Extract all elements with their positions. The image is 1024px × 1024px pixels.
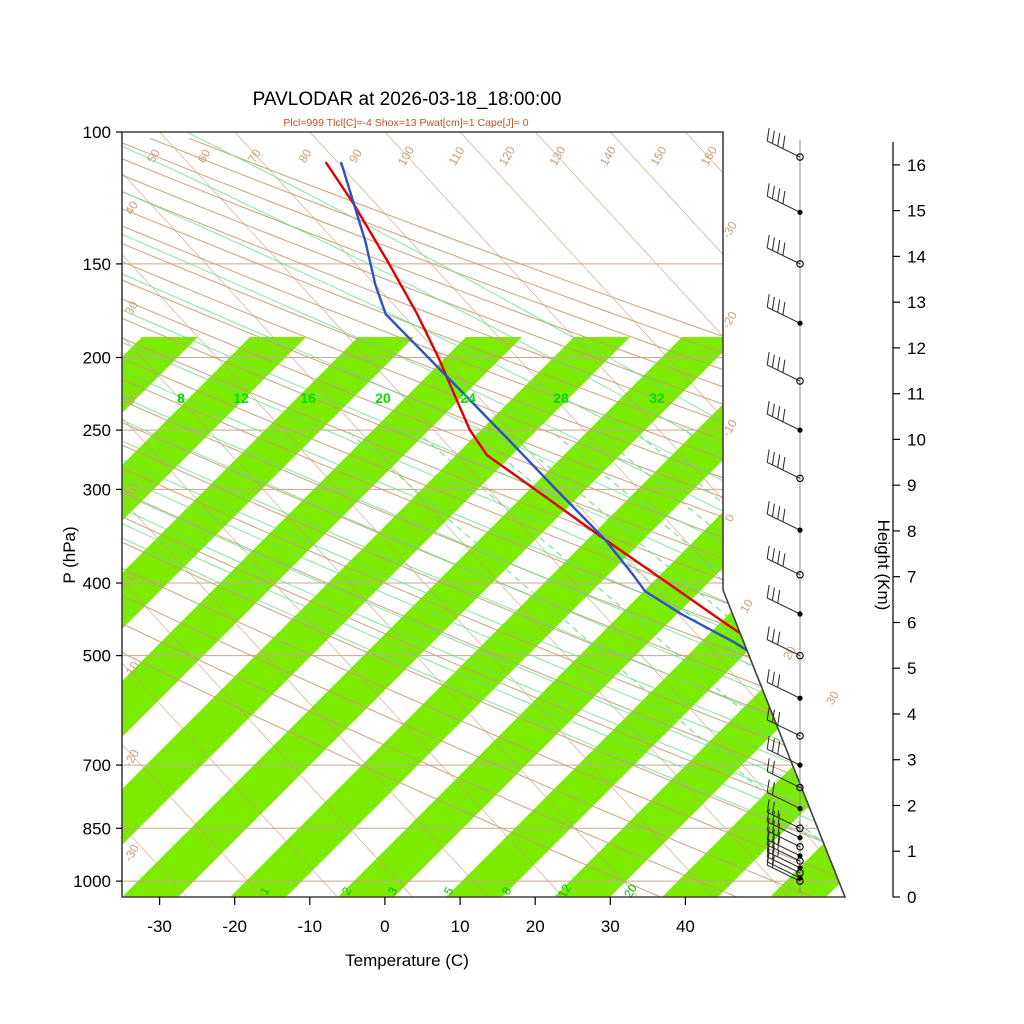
grid-annotation-labels: 50 60 70 80 90 100 110 120 130 140 150 160403020100…	[121, 144, 842, 901]
height-axis-label: Height (Km)	[874, 520, 893, 611]
page-title: PAVLODAR at 2026-03-18_18:00:00	[253, 89, 562, 110]
height-tick-label: 5	[907, 659, 916, 678]
height-tick-label: 14	[907, 247, 926, 266]
wind-barb	[766, 848, 803, 881]
mixing-ratio-bottom-label: 20	[621, 881, 640, 900]
temperature-tick-label: 20	[526, 917, 545, 936]
wind-barb	[766, 183, 803, 215]
dry-adiabat-left-label: 10	[122, 480, 141, 499]
pressure-tick-label: 100	[83, 123, 111, 142]
wind-barb	[766, 736, 803, 768]
wind-barb	[766, 501, 803, 533]
pressure-tick-label: 700	[83, 756, 111, 775]
mixing-ratio-label: 20	[375, 390, 391, 406]
height-tick-label: 1	[907, 842, 916, 861]
dry-adiabat-top-label: 60	[195, 146, 214, 165]
mixing-ratio-bottom-label: 12	[555, 881, 574, 900]
wind-barb	[766, 817, 804, 851]
dry-adiabat-top-label: 70	[245, 146, 264, 165]
dry-adiabat-top-label: 90	[346, 146, 365, 165]
dry-adiabat-top-label: 80	[296, 146, 315, 165]
wind-barb	[766, 351, 804, 385]
wind-barb	[766, 758, 804, 792]
height-tick-label: 11	[907, 385, 925, 404]
temperature-axis-label: Temperature (C)	[345, 951, 469, 970]
temperature-axis[interactable]: -30 -20 -10 0 10 20 30 40	[147, 897, 695, 936]
wind-barb	[766, 401, 803, 433]
pressure-tick-label: 400	[83, 574, 111, 593]
height-tick-label: 9	[907, 476, 916, 495]
temperature-tick-label: -10	[298, 917, 323, 936]
mixing-ratio-label: 16	[300, 390, 316, 406]
dry-adiabat-top-label: 50	[144, 146, 163, 165]
temperature-tick-label: 40	[676, 917, 695, 936]
pressure-axis-label: P (hPa)	[60, 526, 79, 583]
plot-frame	[121, 131, 847, 898]
wind-barb	[766, 626, 804, 660]
height-tick-label: 13	[907, 293, 926, 312]
wind-barb	[766, 234, 804, 268]
mixing-ratio-label: 32	[649, 390, 665, 406]
height-tick-label: 15	[907, 202, 926, 221]
height-tick-label: 16	[907, 156, 926, 175]
pressure-tick-label: 500	[83, 647, 111, 666]
temperature-tick-label: -20	[222, 917, 247, 936]
height-tick-label: 3	[907, 751, 916, 770]
wind-barb	[766, 127, 804, 161]
wind-barb	[766, 545, 804, 579]
pressure-tick-label: 200	[83, 349, 111, 368]
height-tick-label: 6	[907, 614, 916, 633]
pressure-tick-label: 850	[83, 819, 111, 838]
mixing-ratio-label: 24	[460, 390, 476, 406]
height-tick-label: 2	[907, 797, 916, 816]
wind-barb	[766, 779, 803, 812]
temperature-tick-label: -30	[147, 917, 172, 936]
wind-barb	[766, 706, 804, 740]
wind-barb	[766, 808, 803, 841]
indices-subtitle: Plcl=999 Tlcl[C]=-4 Shox=13 Pwat[cm]=1 C…	[283, 117, 528, 129]
dry-adiabat-right-label: 10	[737, 596, 756, 615]
dry-adiabat-left-label: 40	[122, 198, 141, 217]
wind-barb	[766, 826, 803, 859]
mixing-ratio-label: 12	[233, 390, 249, 406]
pressure-tick-label: 250	[83, 421, 111, 440]
pressure-tick-label: 150	[83, 255, 111, 274]
wind-barb-column	[766, 127, 804, 893]
height-tick-label: 7	[907, 568, 916, 587]
wind-barb	[766, 584, 803, 617]
moist-adiabat-lines	[122, 132, 845, 882]
height-tick-label: 4	[907, 705, 916, 724]
wind-barb	[766, 669, 803, 701]
mixing-ratio-label: 28	[553, 390, 569, 406]
height-tick-label: 10	[907, 430, 926, 449]
dry-adiabat-left-label: 30	[122, 298, 141, 317]
mixing-ratio-label: 8	[177, 390, 185, 406]
wind-barb	[766, 449, 804, 483]
wind-barb	[766, 294, 803, 326]
height-tick-label: 12	[907, 339, 926, 358]
pressure-axis[interactable]: 100 150 200 250 300 400 500 700 850 1000	[73, 123, 122, 891]
dry-adiabat-right-label: 30	[823, 688, 842, 707]
height-tick-label: 0	[907, 888, 916, 907]
wind-barb	[766, 799, 804, 833]
height-tick-label: 8	[907, 522, 916, 541]
temperature-tick-label: 30	[601, 917, 620, 936]
pressure-tick-label: 300	[83, 480, 111, 499]
temperature-tick-label: 10	[451, 917, 470, 936]
pressure-tick-label: 1000	[73, 872, 111, 891]
temperature-tick-label: 0	[380, 917, 389, 936]
dry-adiabat-left-label: 20	[122, 388, 141, 407]
